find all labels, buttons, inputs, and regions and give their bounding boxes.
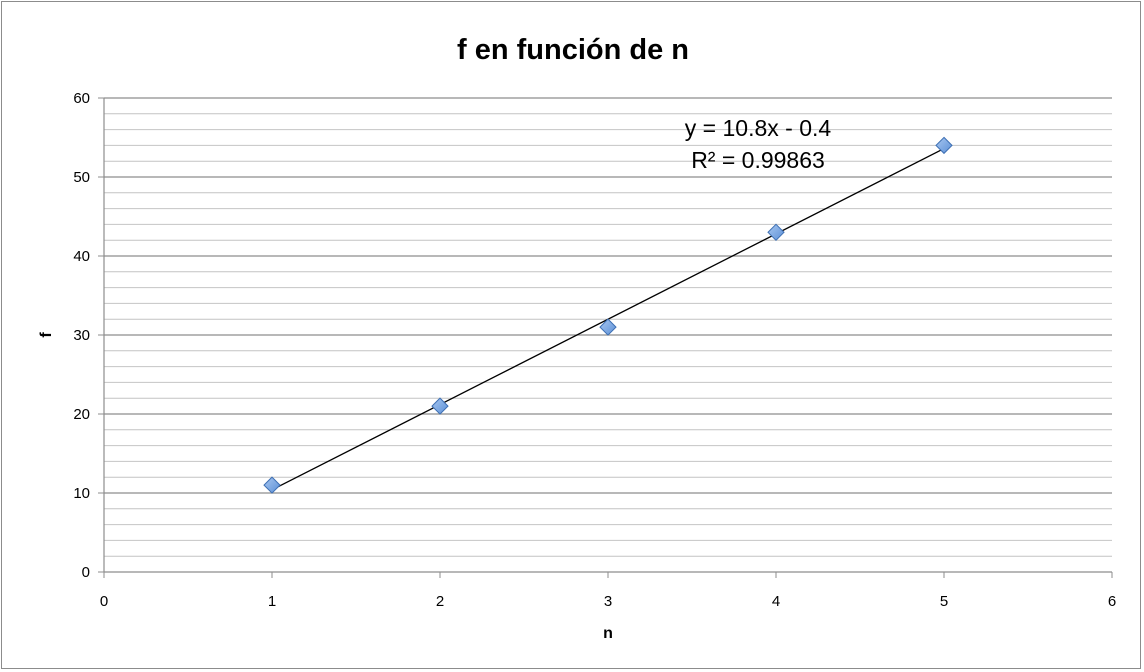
y-tick-label: 20 (73, 406, 90, 423)
y-tick-label: 10 (73, 485, 90, 502)
y-tick-label: 40 (73, 248, 90, 265)
y-tick-label: 0 (82, 564, 90, 581)
x-tick-label: 1 (268, 593, 276, 610)
data-point (767, 223, 785, 242)
x-tick-label: 5 (940, 593, 948, 610)
x-axis-title: n (603, 625, 613, 642)
chart-title: f en función de n (457, 34, 689, 66)
axes (98, 97, 1113, 578)
y-tick-label: 30 (73, 327, 90, 344)
x-tick-label: 4 (772, 593, 780, 610)
x-tick-label: 3 (604, 593, 612, 610)
y-tick-label: 50 (73, 169, 90, 186)
y-axis-title: f (38, 332, 55, 338)
x-tick-label: 0 (100, 593, 108, 610)
data-points (263, 136, 953, 494)
trendline-r2: R² = 0.99863 (691, 147, 825, 173)
x-tick-label: 6 (1108, 593, 1116, 610)
data-point (263, 476, 281, 494)
data-point (431, 397, 449, 415)
data-point (935, 136, 953, 155)
x-tick-label: 2 (436, 593, 444, 610)
y-tick-label: 60 (73, 90, 90, 107)
data-point (599, 318, 617, 336)
trendline-equation: y = 10.8x - 0.4 (685, 115, 832, 141)
tick-labels: 0 10 20 30 40 50 60 0 1 2 3 4 5 6 (73, 90, 1116, 610)
